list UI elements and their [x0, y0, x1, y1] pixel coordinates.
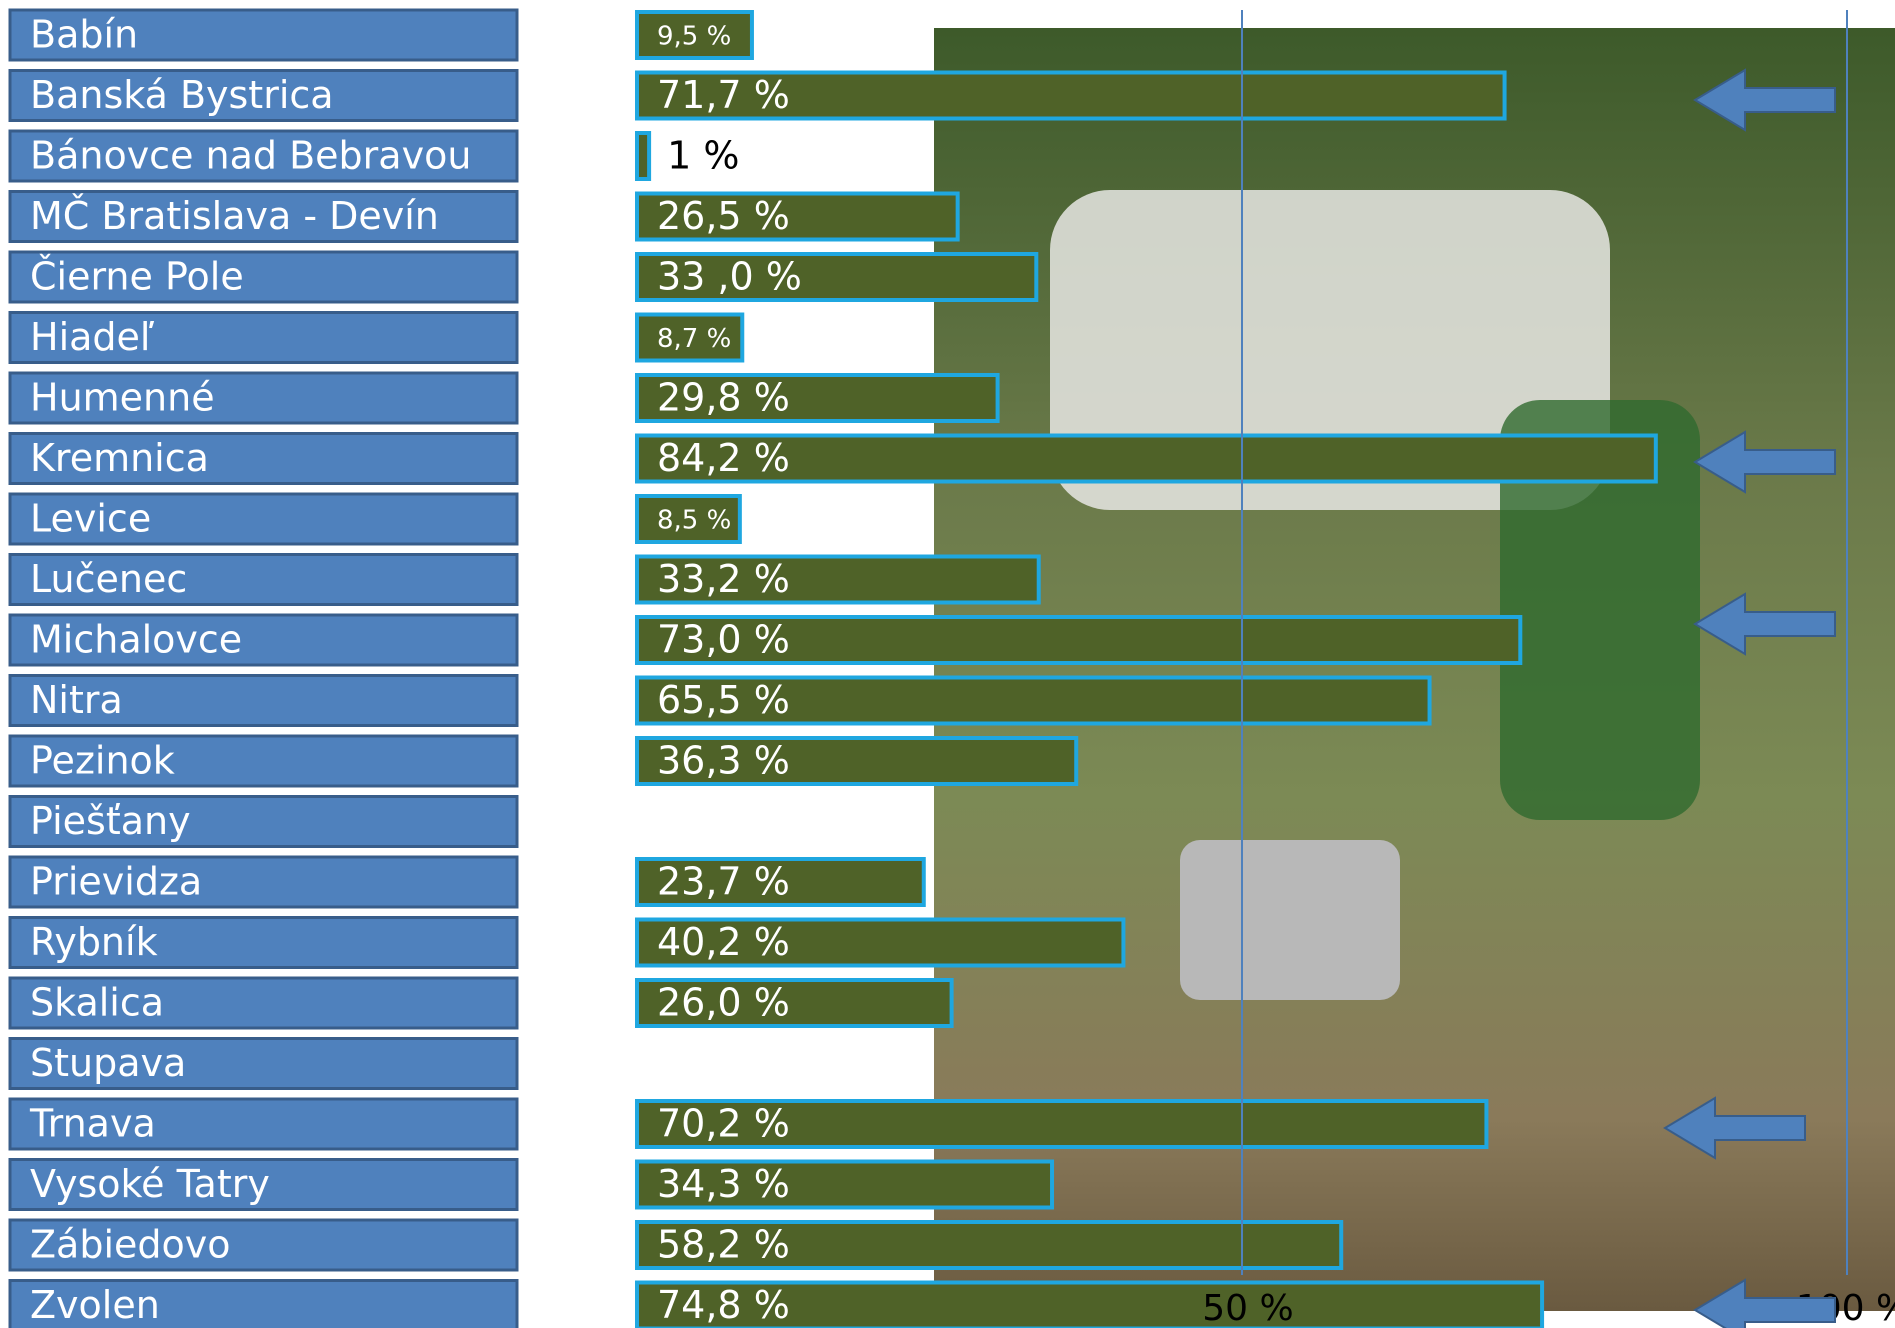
bar: [635, 978, 954, 1028]
category-box: [8, 1279, 519, 1328]
category-box: [8, 8, 519, 62]
bar: [635, 736, 1079, 786]
value-label: 73,0 %: [657, 618, 790, 662]
category-label: Prievidza: [30, 860, 202, 904]
value-label: 26,0 %: [657, 981, 790, 1025]
value-label: 8,5 %: [657, 506, 731, 536]
value-label: 1 %: [667, 134, 739, 178]
arrow: [1693, 430, 1836, 494]
value-label: 34,3 %: [657, 1162, 790, 1206]
category-box: [8, 311, 519, 364]
bar: [635, 1159, 1055, 1210]
value-label: 74,8 %: [657, 1283, 790, 1327]
category-box: [8, 492, 519, 546]
bar: [635, 615, 1523, 665]
x-tick-label: 50 %: [1202, 1288, 1293, 1328]
category-box: [8, 250, 519, 304]
category-label: Skalica: [30, 981, 164, 1025]
photo-can: [1180, 840, 1400, 1000]
bar: [635, 131, 652, 181]
arrow: [1693, 592, 1836, 656]
bar: [635, 494, 742, 544]
chart: Babín 9,5 % Banská Bystrica 71,7 % Bánovce n…: [8, 8, 1895, 1328]
category-label: Čierne Pole: [30, 255, 244, 299]
category-box: [8, 1158, 519, 1211]
category-label: Bánovce nad Bebravou: [30, 134, 471, 178]
category-box: [8, 795, 519, 848]
category-label: Pezinok: [30, 739, 175, 783]
category-label: Piešťany: [30, 799, 191, 843]
value-label: 36,3 %: [657, 739, 790, 783]
bar: [635, 10, 754, 60]
category-box: [8, 734, 519, 788]
category-label: MČ Bratislava - Devín: [30, 194, 439, 238]
category-label: Banská Bystrica: [30, 73, 334, 117]
photo-child: [1500, 400, 1700, 820]
category-box: [8, 613, 519, 667]
photo-shirt: [1050, 190, 1610, 510]
category-label: Babín: [30, 13, 138, 57]
category-label: Trnava: [29, 1102, 156, 1146]
category-box: [8, 129, 519, 183]
category-label: Vysoké Tatry: [30, 1162, 270, 1206]
category-box: [8, 190, 519, 243]
photo: [934, 28, 1895, 1311]
bar: [635, 554, 1041, 605]
bar: [635, 70, 1507, 121]
category-box: [8, 916, 519, 969]
category-label: Zábiedovo: [30, 1223, 230, 1267]
category-box: [8, 855, 519, 909]
category-box: [8, 1097, 519, 1151]
category-label: Hiadeľ: [30, 315, 155, 359]
value-label: 33,2 %: [657, 557, 790, 601]
bar: [635, 191, 960, 242]
bar: [635, 433, 1658, 484]
bar: [635, 917, 1126, 968]
value-label: 8,7 %: [657, 324, 731, 354]
bar: [635, 1220, 1344, 1270]
bar: [635, 857, 926, 907]
bar: [635, 1280, 1545, 1328]
category-box: [8, 432, 519, 485]
category-box: [8, 1218, 519, 1272]
category-box: [8, 69, 519, 122]
bar: [635, 675, 1432, 726]
value-label: 70,2 %: [657, 1102, 790, 1146]
category-label: Levice: [30, 497, 151, 541]
category-box: [8, 976, 519, 1030]
category-label: Nitra: [30, 678, 123, 722]
value-label: 23,7 %: [657, 860, 790, 904]
arrow: [1693, 68, 1836, 132]
category-label: Rybník: [30, 920, 158, 964]
bar: [635, 252, 1039, 302]
value-label: 65,5 %: [657, 678, 790, 722]
bar: [635, 1099, 1489, 1149]
bar: [635, 312, 745, 363]
value-label: 71,7 %: [657, 73, 790, 117]
arrow: [1693, 1278, 1836, 1328]
value-label: 9,5 %: [657, 22, 731, 52]
category-box: [8, 553, 519, 606]
arrows: [1663, 68, 1836, 1328]
category-label: Kremnica: [30, 436, 209, 480]
bar: [635, 373, 1000, 423]
value-label: 58,2 %: [657, 1223, 790, 1267]
value-label: 40,2 %: [657, 920, 790, 964]
value-label: 84,2 %: [657, 436, 790, 480]
value-label: 26,5 %: [657, 194, 790, 238]
value-label: 33 ,0 %: [657, 255, 802, 299]
category-label: Stupava: [30, 1041, 186, 1085]
arrow: [1663, 1096, 1806, 1160]
category-box: [8, 1037, 519, 1090]
value-label: 29,8 %: [657, 376, 790, 420]
category-box: [8, 371, 519, 425]
category-box: [8, 674, 519, 727]
category-label: Humenné: [30, 376, 215, 420]
category-label: Lučenec: [30, 557, 187, 601]
category-label: Michalovce: [30, 618, 242, 662]
category-label: Zvolen: [30, 1283, 160, 1327]
